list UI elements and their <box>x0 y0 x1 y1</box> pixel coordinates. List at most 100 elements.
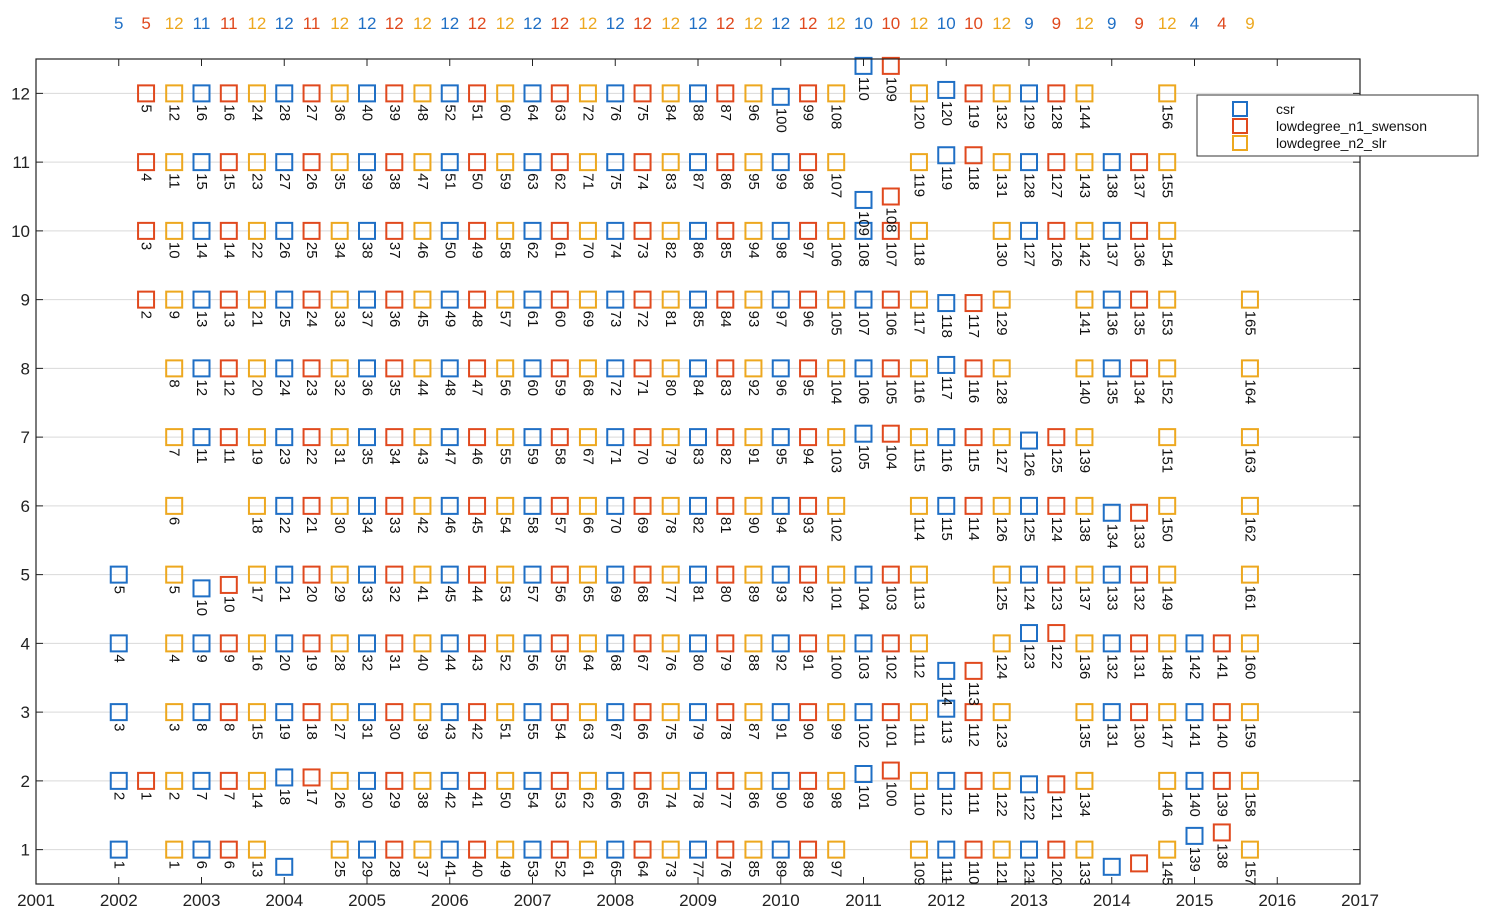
point-label: 49 <box>441 311 458 328</box>
point-label: 135 <box>1103 379 1120 404</box>
point-label: 154 <box>1159 242 1176 267</box>
point-label: 17 <box>303 788 320 805</box>
point-label: 87 <box>745 723 762 740</box>
point-label: 56 <box>551 586 568 603</box>
x-tick-label: 2005 <box>348 891 386 910</box>
point-label: 77 <box>662 586 679 603</box>
point-label: 8 <box>193 723 210 731</box>
point-label: 18 <box>276 788 293 805</box>
point-label: 106 <box>828 242 845 267</box>
point-label: 100 <box>882 782 899 807</box>
point-label: 96 <box>800 311 817 328</box>
point-label: 81 <box>690 586 707 603</box>
point-label: 120 <box>1048 861 1065 886</box>
point-label: 69 <box>579 311 596 328</box>
top-count-label: 10 <box>964 14 983 33</box>
point-label: 12 <box>166 104 183 121</box>
point-label: 93 <box>745 311 762 328</box>
point-label: 45 <box>441 586 458 603</box>
point-label: 85 <box>717 242 734 259</box>
point-label: 16 <box>248 654 265 671</box>
point-label: 78 <box>717 723 734 740</box>
x-tick-label: 2016 <box>1258 891 1296 910</box>
point-label: 53 <box>524 861 541 878</box>
point-label: 62 <box>524 242 541 259</box>
point-label: 13 <box>248 861 265 878</box>
point-label: 101 <box>828 586 845 611</box>
point-label: 47 <box>441 448 458 465</box>
point-label: 132 <box>1131 586 1148 611</box>
point-label: 137 <box>1103 242 1120 267</box>
point-label: 74 <box>634 173 651 190</box>
point-label: 41 <box>469 792 486 809</box>
point-label: 11 <box>193 448 210 464</box>
point-label: 43 <box>414 448 431 465</box>
point-label: 39 <box>359 173 376 190</box>
point-label: 105 <box>882 379 899 404</box>
point-label: 153 <box>1159 311 1176 336</box>
point-label: 23 <box>248 173 265 190</box>
point-label: 165 <box>1241 311 1258 336</box>
point-label: 136 <box>1103 311 1120 336</box>
point-label: 162 <box>1241 517 1258 542</box>
point-label: 84 <box>717 311 734 328</box>
top-count-label: 12 <box>1075 14 1094 33</box>
point-label: 9 <box>220 654 237 662</box>
top-count-label: 12 <box>550 14 569 33</box>
top-count-label: 11 <box>193 14 211 33</box>
point-label: 14 <box>248 792 265 809</box>
point-label: 28 <box>386 861 403 878</box>
point-label: 16 <box>220 104 237 121</box>
point-label: 157 <box>1241 861 1258 886</box>
y-tick-label: 3 <box>21 703 30 722</box>
top-count-label: 12 <box>799 14 818 33</box>
point-label: 111 <box>965 792 982 815</box>
legend-label: lowdegree_n2_slr <box>1276 135 1387 151</box>
point-label: 122 <box>993 792 1010 817</box>
point-label: 139 <box>1186 847 1203 872</box>
point-label: 31 <box>386 654 403 671</box>
x-tick-label: 2013 <box>1010 891 1048 910</box>
point-label: 88 <box>800 861 817 878</box>
point-label: 142 <box>1186 654 1203 679</box>
point-label: 116 <box>938 448 955 472</box>
point-label: 93 <box>772 586 789 603</box>
point-label: 77 <box>717 792 734 809</box>
point-label: 68 <box>607 654 624 671</box>
point-label: 71 <box>579 173 596 190</box>
point-label: 37 <box>359 311 376 328</box>
point-label: 26 <box>303 173 320 190</box>
point-label: 116 <box>965 379 982 403</box>
y-tick-label: 1 <box>21 841 30 860</box>
point-label: 136 <box>1131 242 1148 267</box>
x-tick-label: 2015 <box>1176 891 1214 910</box>
point-label: 122 <box>1048 644 1065 669</box>
point-label: 8 <box>166 379 183 387</box>
point-label: 101 <box>882 723 899 748</box>
top-count-label: 12 <box>247 14 266 33</box>
x-tick-label: 2011 <box>845 891 882 910</box>
point-label: 84 <box>662 104 679 121</box>
point-label: 137 <box>1076 586 1093 611</box>
point-label: 2 <box>138 311 155 319</box>
point-label: 60 <box>524 379 541 396</box>
top-count-label: 9 <box>1024 14 1033 33</box>
top-count-label: 12 <box>909 14 928 33</box>
point-label: 15 <box>220 173 237 190</box>
point-label: 71 <box>607 448 624 465</box>
point-label: 92 <box>800 586 817 603</box>
point-label: 76 <box>607 104 624 121</box>
top-count-label: 12 <box>523 14 542 33</box>
point-label: 139 <box>1213 792 1230 817</box>
point-label: 4 <box>166 654 183 662</box>
point-label: 113 <box>938 720 955 744</box>
point-label: 98 <box>828 792 845 809</box>
point-label: 70 <box>634 448 651 465</box>
y-tick-label: 6 <box>21 497 30 516</box>
point-label: 126 <box>1021 452 1038 477</box>
point-label: 80 <box>662 379 679 396</box>
point-label: 66 <box>579 517 596 534</box>
point-label: 79 <box>717 654 734 671</box>
point-label: 84 <box>690 379 707 396</box>
